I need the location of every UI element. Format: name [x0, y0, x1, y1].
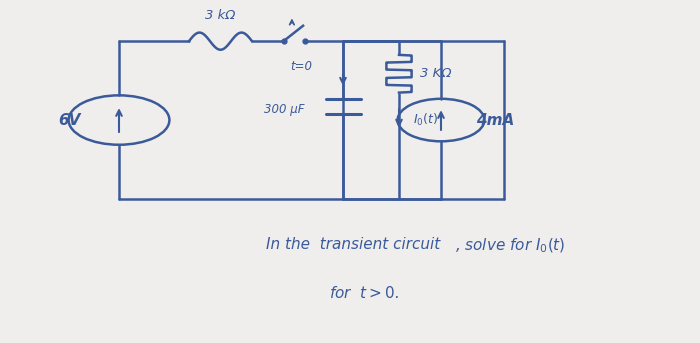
Text: , solve for $I_0(t)$: , solve for $I_0(t)$	[455, 237, 566, 255]
Text: t=0: t=0	[290, 60, 312, 73]
Text: 6V: 6V	[58, 113, 80, 128]
Text: 4mA: 4mA	[476, 113, 514, 128]
Text: 300 μF: 300 μF	[264, 103, 304, 116]
Text: In the  transient circuit: In the transient circuit	[266, 237, 440, 252]
Text: $I_0(t)$: $I_0(t)$	[413, 112, 438, 128]
Text: for  $t>0$.: for $t>0$.	[329, 285, 399, 301]
Text: 3 kΩ: 3 kΩ	[205, 9, 236, 22]
Text: 3 KΩ: 3 KΩ	[420, 67, 452, 80]
